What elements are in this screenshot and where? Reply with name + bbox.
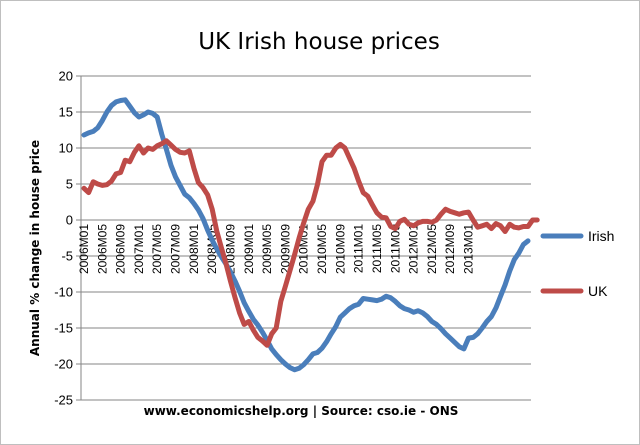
legend-label: UK (588, 283, 608, 299)
x-tick-label: 2007M09 (169, 224, 183, 274)
chart-title: UK Irish house prices (198, 29, 440, 55)
y-axis-label: Annual % change in house price (28, 140, 42, 356)
x-tick-label: 2009M09 (278, 224, 292, 274)
y-tick-label: -25 (54, 393, 73, 408)
x-tick-label: 2012M09 (443, 224, 457, 274)
x-tick-label: 2011M09 (388, 224, 402, 273)
x-tick-label: 2009M01 (242, 224, 256, 274)
x-tick-label: 2012M05 (425, 224, 439, 274)
x-tick-label: 2013M01 (461, 224, 475, 274)
y-axis-tick-labels: -25 -20 -15 -10 -5 0 5 10 15 20 (54, 69, 73, 408)
x-axis-label: www.economicshelp.org | Source: cso.ie -… (144, 404, 459, 418)
y-tick-label: 0 (66, 213, 73, 228)
x-tick-label: 2010M05 (315, 224, 329, 274)
legend-label: Irish (588, 228, 614, 244)
y-tick-label: -10 (54, 285, 73, 300)
series-line-uk (81, 138, 540, 348)
x-tick-label: 2011M05 (370, 224, 384, 273)
y-tick-label: 20 (59, 69, 73, 84)
legend: Irish UK (540, 228, 614, 299)
x-tick-label: 2007M05 (150, 224, 164, 274)
y-tick-label: 5 (66, 177, 73, 192)
y-tick-label: -20 (54, 357, 73, 372)
x-tick-label: 2009M05 (260, 224, 274, 274)
x-tick-label: 2010M09 (333, 224, 347, 274)
x-tick-label: 2006M09 (114, 224, 128, 274)
x-tick-label: 2012M01 (407, 224, 421, 274)
y-tick-label: -5 (61, 249, 73, 264)
series-line-irish (81, 97, 531, 373)
series-lines (81, 97, 540, 373)
x-tick-label: 2011M01 (352, 224, 366, 273)
x-tick-label: 2007M01 (132, 224, 146, 274)
y-tick-label: -15 (54, 321, 73, 336)
x-tick-label: 2006M05 (95, 224, 109, 274)
x-axis-tick-labels: 2006M01 2006M05 2006M09 2007M01 2007M05 2007M… (77, 224, 475, 274)
y-tick-label: 10 (59, 141, 73, 156)
x-tick-label: 2006M01 (77, 224, 91, 274)
x-tick-label: 2008M01 (187, 224, 201, 274)
y-tick-label: 15 (59, 105, 73, 120)
